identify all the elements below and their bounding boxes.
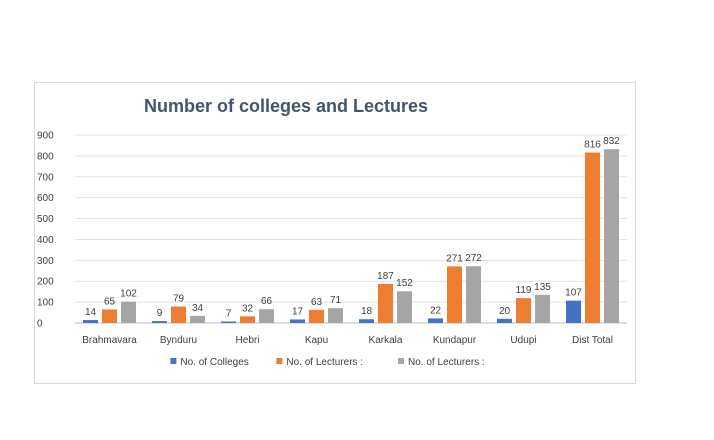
data-label: 816	[584, 140, 601, 151]
data-label: 14	[85, 307, 97, 318]
y-tick-label: 700	[37, 172, 54, 183]
bar	[190, 315, 205, 323]
bar	[566, 300, 581, 323]
bar-chart: Number of colleges and Lectures 0 100 200 3…	[37, 96, 627, 368]
legend: No. of Colleges No. of Lecturers : No. of …	[170, 357, 485, 368]
y-tick-label: 800	[37, 151, 54, 162]
data-label: 20	[499, 306, 511, 317]
y-tick-label: 300	[37, 256, 54, 267]
y-tick-label: 900	[37, 131, 54, 142]
data-label: 34	[192, 303, 204, 314]
data-label: 79	[173, 293, 185, 304]
legend-label: No. of Lecturers :	[286, 357, 363, 368]
bar	[121, 301, 136, 323]
data-label: 17	[292, 306, 304, 317]
chart-frame: Number of colleges and Lectures 0 100 200 3…	[34, 82, 636, 384]
data-label: 63	[311, 297, 323, 308]
bar	[171, 306, 186, 323]
data-label: 102	[120, 289, 137, 300]
x-tick-label: Karkala	[369, 335, 403, 346]
legend-label: No. of Colleges	[180, 357, 248, 368]
bar	[535, 294, 550, 323]
bar	[378, 283, 393, 323]
legend-swatch	[170, 358, 177, 364]
bar	[259, 309, 274, 323]
bar	[359, 319, 374, 323]
bar	[516, 298, 531, 323]
bar	[83, 320, 98, 323]
legend-label: No. of Lecturers :	[408, 357, 485, 368]
data-label: 9	[157, 308, 163, 319]
chart-title: Number of colleges and Lectures	[144, 96, 428, 116]
data-label: 22	[430, 305, 442, 316]
bar	[397, 291, 412, 323]
data-label: 107	[565, 288, 582, 299]
bar	[221, 321, 236, 323]
x-tick-label: Kundapur	[433, 335, 477, 346]
data-label: 187	[377, 271, 394, 282]
bar	[497, 318, 512, 323]
data-label: 119	[516, 285, 532, 296]
y-axis: 0 100 200 300 400 500 600 700 800 900	[37, 131, 54, 330]
y-tick-label: 600	[37, 193, 54, 204]
x-tick-label: Brahmavara	[82, 335, 137, 346]
bar	[466, 266, 481, 323]
data-label: 66	[261, 296, 273, 307]
bar	[604, 149, 619, 323]
x-tick-label: Kapu	[305, 335, 328, 346]
x-tick-label: Udupi	[510, 335, 536, 346]
bar	[428, 318, 443, 323]
data-label: 71	[330, 295, 342, 306]
data-label: 135	[534, 282, 551, 293]
legend-swatch	[276, 358, 283, 364]
y-tick-label: 100	[37, 298, 54, 309]
bar	[585, 152, 600, 323]
bar	[102, 309, 117, 323]
data-label: 7	[226, 309, 232, 320]
x-tick-label: Bynduru	[160, 335, 197, 346]
data-label: 832	[603, 136, 620, 147]
data-label: 272	[465, 253, 482, 264]
bar	[447, 266, 462, 323]
bar	[290, 319, 305, 323]
y-tick-label: 400	[37, 235, 54, 246]
x-tick-label: Dist Total	[572, 335, 613, 346]
gridlines	[75, 134, 627, 324]
bar	[240, 316, 255, 323]
y-tick-label: 200	[37, 277, 54, 288]
y-tick-label: 500	[37, 214, 54, 225]
legend-swatch	[398, 358, 404, 364]
bar	[328, 308, 343, 323]
y-tick-label: 0	[37, 319, 43, 330]
data-label: 18	[361, 306, 373, 317]
data-label: 32	[242, 303, 254, 314]
bar	[152, 321, 167, 323]
data-label: 271	[446, 253, 463, 264]
data-label: 65	[104, 296, 116, 307]
x-axis: Brahmavara Bynduru Hebri Kapu Karkala Kundapu…	[82, 335, 613, 346]
data-label: 152	[396, 278, 413, 289]
bar	[309, 309, 324, 323]
x-tick-label: Hebri	[236, 335, 260, 346]
